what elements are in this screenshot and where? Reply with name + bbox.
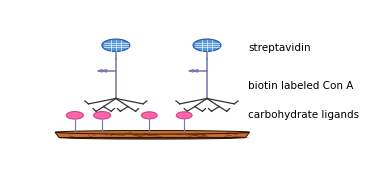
Text: streptavidin: streptavidin [248, 43, 310, 53]
Circle shape [176, 112, 192, 119]
Circle shape [142, 112, 157, 119]
Circle shape [102, 39, 130, 51]
Polygon shape [55, 132, 249, 137]
Text: biotin labeled Con A: biotin labeled Con A [248, 81, 353, 91]
Text: carbohydrate ligands: carbohydrate ligands [248, 110, 359, 120]
Circle shape [94, 111, 111, 119]
Circle shape [193, 39, 221, 51]
Ellipse shape [59, 136, 246, 139]
Ellipse shape [55, 131, 250, 134]
Circle shape [66, 111, 83, 119]
